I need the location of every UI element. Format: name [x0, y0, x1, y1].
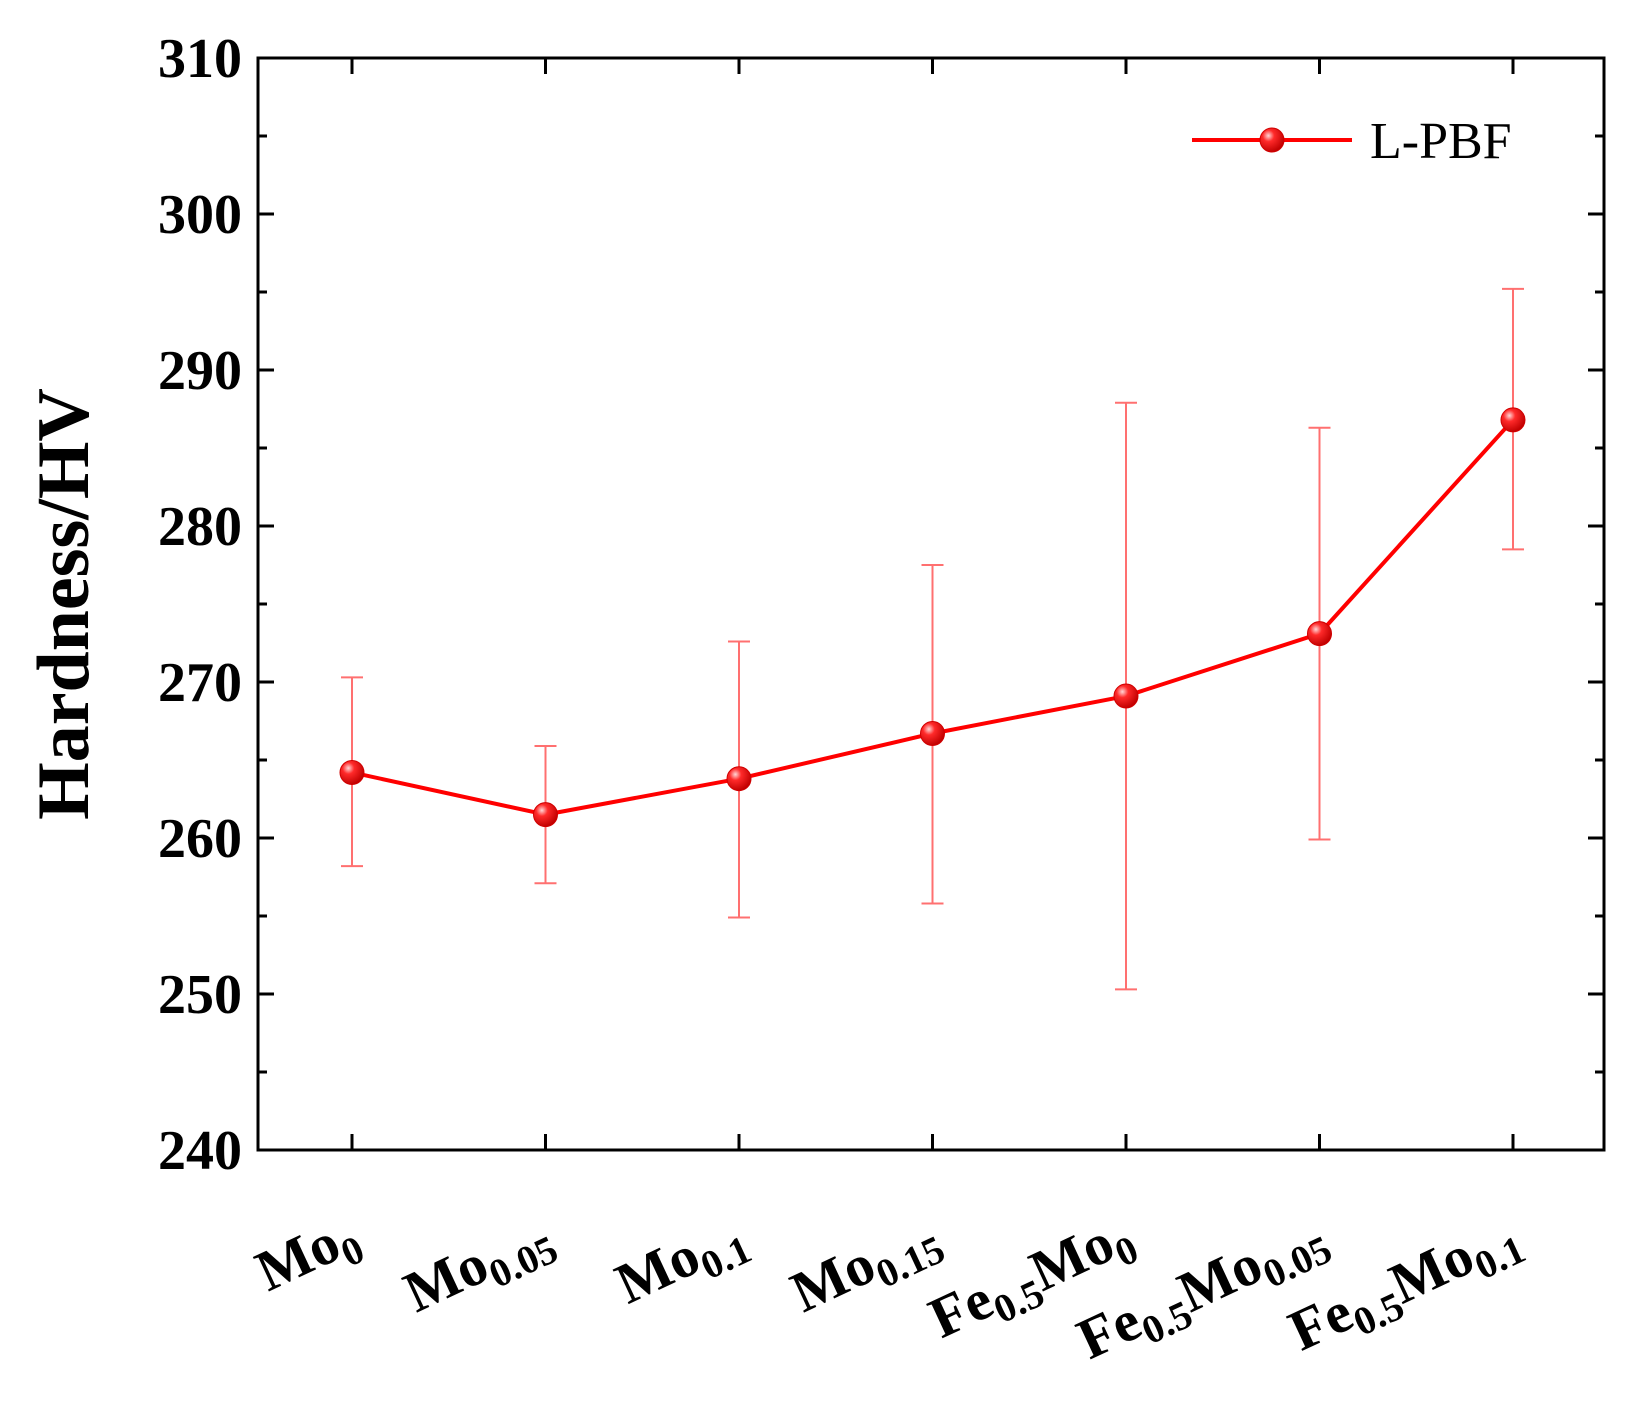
y-axis-title: Hardness/HV [23, 388, 105, 820]
legend-marker [1259, 127, 1285, 153]
y-tick-label: 240 [158, 1120, 242, 1182]
data-point [1113, 683, 1139, 709]
data-point [1500, 407, 1526, 433]
y-tick-label: 270 [158, 652, 242, 714]
label-text: Fe [919, 1266, 1002, 1351]
y-tick-label: 260 [158, 808, 242, 870]
legend: L-PBF [1192, 113, 1512, 170]
data-point [1307, 621, 1332, 647]
y-tick-label: 300 [158, 184, 242, 246]
data-point [339, 759, 365, 785]
axes [256, 56, 1606, 1152]
label-text: Fe [1279, 1279, 1362, 1364]
x-category-label: Mo0.1 [606, 1201, 758, 1324]
x-category-label: Fe0.5Mo0.05 [1067, 1201, 1338, 1379]
y-tick-label: 310 [158, 28, 242, 90]
data-point [726, 766, 752, 792]
plot-frame [256, 56, 1606, 1152]
x-category-label: Mo0 [246, 1201, 371, 1311]
y-tick-label: 290 [158, 340, 242, 402]
error-bars [341, 287, 1524, 991]
data-point [533, 802, 558, 828]
label-text: Mo [246, 1209, 349, 1303]
legend-label: L-PBF [1370, 113, 1512, 170]
data-points [339, 407, 1526, 828]
label-text: Mo [394, 1230, 497, 1324]
label-text: Mo [606, 1222, 709, 1316]
data-point [920, 720, 945, 746]
x-category-label: Mo0.05 [394, 1201, 564, 1332]
label-text: Mo [781, 1230, 884, 1324]
y-tick-label: 250 [158, 964, 242, 1026]
x-category-label: Mo0.15 [781, 1201, 951, 1332]
label-text: Fe [1067, 1287, 1150, 1372]
y-tick-label: 280 [158, 496, 242, 558]
